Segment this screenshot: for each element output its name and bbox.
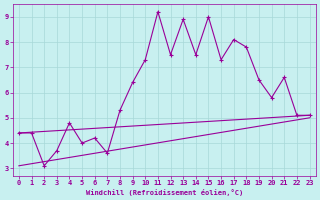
X-axis label: Windchill (Refroidissement éolien,°C): Windchill (Refroidissement éolien,°C) xyxy=(85,189,243,196)
